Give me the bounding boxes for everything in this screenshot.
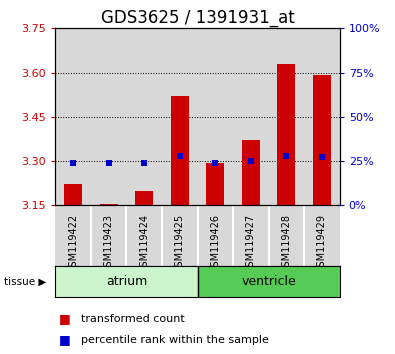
Text: GSM119427: GSM119427 xyxy=(246,214,256,274)
Bar xyxy=(55,28,91,205)
Bar xyxy=(171,96,189,205)
Bar xyxy=(233,28,269,205)
Bar xyxy=(100,204,118,205)
Text: GSM119429: GSM119429 xyxy=(317,214,327,273)
Text: tissue ▶: tissue ▶ xyxy=(4,276,46,286)
Text: ventricle: ventricle xyxy=(241,275,296,288)
Bar xyxy=(206,162,224,205)
Bar xyxy=(277,64,295,205)
Text: GSM119422: GSM119422 xyxy=(68,214,78,274)
Bar xyxy=(135,192,153,205)
Bar xyxy=(313,75,331,205)
Bar xyxy=(55,266,198,297)
Text: GSM119425: GSM119425 xyxy=(175,214,185,274)
Bar xyxy=(242,140,260,205)
Text: GSM119424: GSM119424 xyxy=(139,214,149,273)
Text: GSM119428: GSM119428 xyxy=(281,214,292,273)
Bar xyxy=(198,28,233,205)
Text: transformed count: transformed count xyxy=(81,314,185,324)
Bar xyxy=(64,184,82,205)
Bar xyxy=(304,28,340,205)
Title: GDS3625 / 1391931_at: GDS3625 / 1391931_at xyxy=(101,9,294,27)
Bar xyxy=(162,28,198,205)
Bar xyxy=(126,28,162,205)
Text: atrium: atrium xyxy=(106,275,147,288)
Text: ■: ■ xyxy=(59,333,71,346)
Bar xyxy=(198,266,340,297)
Text: ■: ■ xyxy=(59,312,71,325)
Text: GSM119423: GSM119423 xyxy=(103,214,114,273)
Text: GSM119426: GSM119426 xyxy=(210,214,220,273)
Text: percentile rank within the sample: percentile rank within the sample xyxy=(81,335,269,345)
Bar xyxy=(269,28,304,205)
Bar xyxy=(91,28,126,205)
